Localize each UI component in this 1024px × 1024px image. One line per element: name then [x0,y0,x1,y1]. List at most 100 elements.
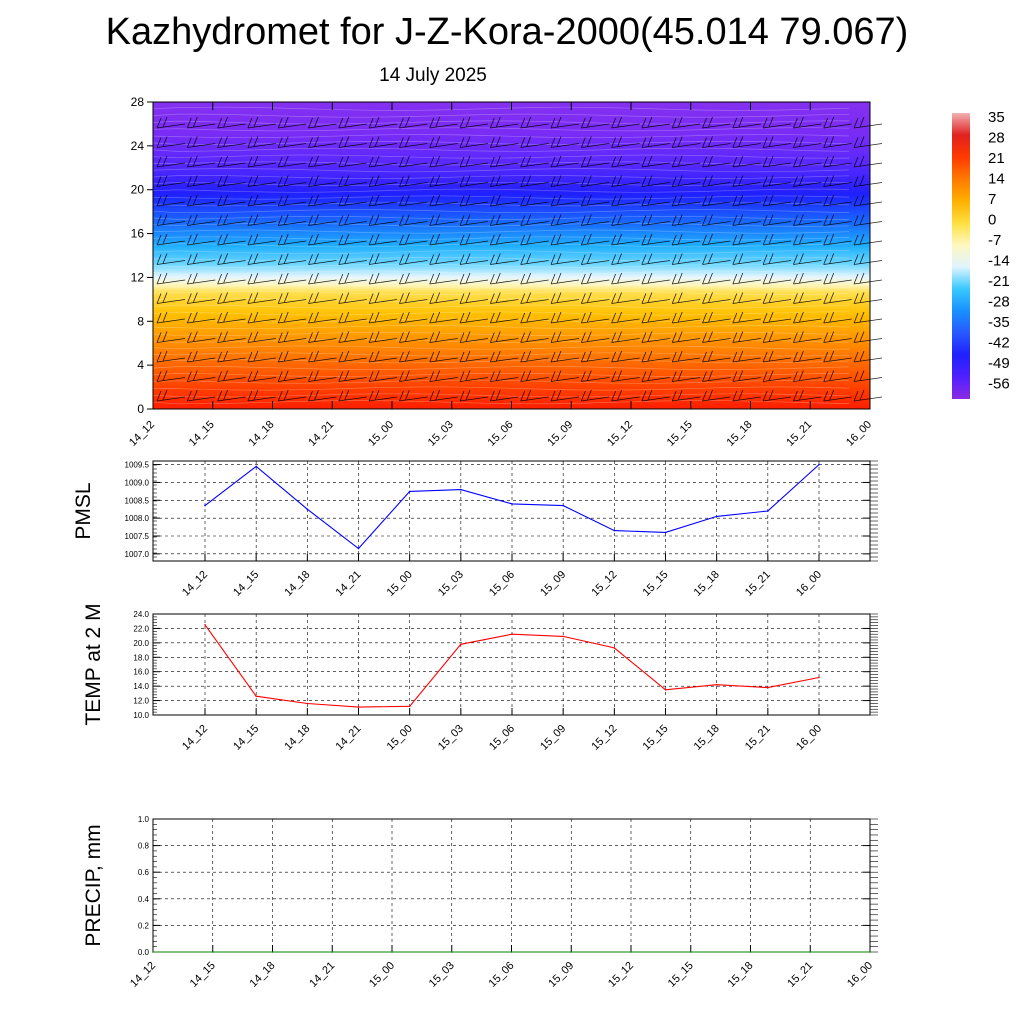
contour-line [152,352,850,357]
wind-barb [520,389,549,402]
x-tick-label: 15_00 [366,419,396,449]
y-tick-label: 16 [131,227,145,241]
colorbar-label: 35 [988,109,1005,126]
wind-barb [308,331,337,343]
wind-barb [611,155,640,168]
wind-barb [338,233,367,246]
wind-barb [399,350,428,363]
wind-barb [611,389,640,402]
wind-barb [550,311,580,324]
wind-barb [459,155,489,168]
wind-barb [580,350,610,363]
wind-barb [732,370,761,382]
x-tick-label: 15_15 [641,569,671,599]
wind-barb [429,136,458,148]
wind-barb [247,116,276,129]
wind-barb [429,233,458,246]
wind-barb [793,370,822,382]
wind-barb [762,194,792,207]
wind-barb [459,253,489,265]
wind-barb [217,370,246,382]
wind-barb [338,175,367,187]
wind-barb [217,272,246,285]
y-tick-label: 1008.0 [125,514,150,523]
contour-line [152,127,850,132]
wind-barb [247,214,276,226]
contour-line [152,393,850,398]
wind-barb [368,116,398,129]
contour-line [152,250,850,255]
pmsl-point [818,463,820,466]
wind-barb [823,389,852,402]
wind-barb [368,331,398,343]
wind-barb [308,136,337,148]
contour-line [152,318,850,323]
wind-barb [550,350,580,363]
wind-barb [459,175,489,187]
wind-barb [459,116,489,129]
wind-barb [489,233,519,246]
wind-barb [429,370,458,382]
wind-barb [762,155,792,168]
temp-point [408,705,411,708]
wind-barb [459,136,489,148]
wind-barb [520,194,549,207]
x-tick-label: 15_18 [725,419,755,449]
wind-barb [489,175,519,187]
contour-line [152,168,850,173]
y-tick-label: 4 [137,358,144,372]
wind-barb [338,272,367,285]
wind-barb [550,272,580,285]
contour-line [152,134,850,139]
x-tick-label: 15_12 [606,960,636,990]
wind-barb [217,194,246,207]
wind-barb [641,155,670,168]
wind-barb [853,331,883,343]
wind-barb [399,292,428,304]
wind-barb [823,331,852,343]
wind-barb [217,233,246,246]
wind-barb [489,214,519,226]
wind-barb [702,350,731,363]
wind-barb [247,292,276,304]
wind-barb [489,155,519,168]
x-tick-label: 15_09 [538,723,568,753]
wind-barb [702,136,731,148]
x-tick-label: 15_18 [692,723,722,753]
x-tick-label: 15_06 [487,723,517,753]
wind-barb [580,272,610,285]
contour-line [152,175,850,179]
wind-barb [671,136,701,148]
wind-barb [580,155,610,168]
wind-barb [459,292,489,304]
wind-barb [823,214,852,226]
precip-point [749,951,752,953]
wind-barb [247,370,276,382]
precip-point [391,951,393,953]
wind-barb [186,272,216,285]
colorbar-label: -42 [988,335,1010,352]
y-tick-label: 0.2 [138,921,150,930]
x-tick-label: 14_15 [188,960,218,990]
precip-point [271,951,274,953]
wind-barb [247,272,276,285]
contour-line [152,297,850,302]
temp-frame [152,613,871,716]
wind-barb [520,136,549,148]
x-tick-label: 14_18 [248,960,278,990]
wind-barb [580,194,610,207]
contour-line [152,325,850,330]
x-tick-label: 15_12 [589,723,619,753]
wind-barb [247,175,276,187]
wind-barb [399,253,428,265]
wind-barb [550,194,580,207]
wind-barb [702,370,731,382]
wind-barb [308,233,337,246]
wind-barb [217,331,246,343]
wind-barb [156,233,186,246]
y-tick-label: 24 [131,139,145,153]
wind-barb [580,370,610,382]
x-tick-label: 14_18 [282,723,312,753]
wind-barb [702,233,731,246]
wind-barb [186,136,216,148]
